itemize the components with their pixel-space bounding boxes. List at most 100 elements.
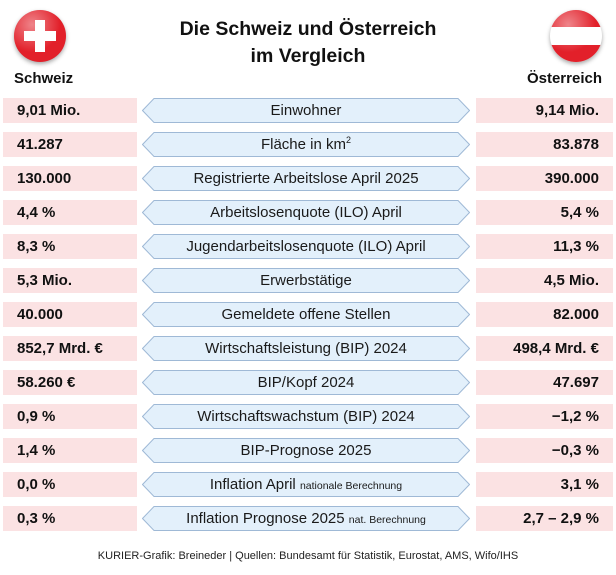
austria-stripe-top <box>550 10 602 27</box>
indicator-label-text: Wirtschaftswachstum (BIP) 2024 <box>197 408 415 425</box>
comparison-row: 5,3 Mio. Erwerbstätige 4,5 Mio. <box>0 268 616 293</box>
indicator-label-box: BIP/Kopf 2024 <box>142 370 470 395</box>
value-oesterreich: 390.000 <box>544 170 599 187</box>
indicator-label-box: Wirtschaftswachstum (BIP) 2024 <box>142 404 470 429</box>
value-cell-schweiz: 9,01 Mio. <box>3 98 137 123</box>
value-cell-schweiz: 852,7 Mrd. € <box>3 336 137 361</box>
comparison-row: 4,4 % Arbeitslosenquote (ILO) April 5,4 % <box>0 200 616 225</box>
austria-stripe-bottom <box>550 45 602 62</box>
title-line-1: Die Schweiz und Österreich <box>179 18 437 40</box>
title-line-2: im Vergleich <box>250 45 366 67</box>
value-schweiz: 41.287 <box>17 136 63 153</box>
indicator-label-text: Fläche in km <box>260 136 346 153</box>
value-cell-oesterreich: 9,14 Mio. <box>476 98 613 123</box>
austria-flag-icon <box>550 10 602 62</box>
value-schweiz: 40.000 <box>17 306 63 323</box>
country-label-left: Schweiz <box>14 70 74 87</box>
double-arrow-shape <box>142 132 470 157</box>
source-footer: KURIER-Grafik: Breineder | Quellen: Bund… <box>97 550 519 562</box>
indicator-label: Wirtschaftswachstum (BIP) 2024 <box>142 404 470 429</box>
indicator-label: Registrierte Arbeitslose April 2025 <box>142 166 470 191</box>
value-schweiz: 0,3 % <box>17 510 56 527</box>
value-oesterreich: 83.878 <box>553 136 599 153</box>
value-cell-schweiz: 58.260 € <box>3 370 137 395</box>
value-cell-oesterreich: 82.000 <box>476 302 613 327</box>
indicator-label-box: Jugendarbeitslosenquote (ILO) April <box>142 234 470 259</box>
value-schweiz: 1,4 % <box>17 442 56 459</box>
value-oesterreich: 11,3 % <box>553 238 599 255</box>
indicator-label-text: Wirtschaftsleistung (BIP) 2024 <box>205 340 407 357</box>
flag-shine <box>550 10 602 62</box>
indicator-label-text: Jugendarbeitslosenquote (ILO) April <box>186 238 426 255</box>
value-schweiz: 5,3 Mio. <box>17 272 73 289</box>
indicator-label: Arbeitslosenquote (ILO) April <box>142 200 470 225</box>
value-cell-oesterreich: 2,7 – 2,9 % <box>476 506 613 531</box>
double-arrow-shape <box>142 472 470 497</box>
indicator-label-box: Arbeitslosenquote (ILO) April <box>142 200 470 225</box>
value-oesterreich: −1,2 % <box>551 408 599 425</box>
double-arrow-shape <box>142 98 470 123</box>
double-arrow-shape <box>142 166 470 191</box>
value-schweiz: 8,3 % <box>17 238 56 255</box>
value-schweiz: 4,4 % <box>17 204 56 221</box>
value-oesterreich: 3,1 % <box>560 476 599 493</box>
double-arrow-shape <box>142 370 470 395</box>
indicator-label: Gemeldete offene Stellen <box>142 302 470 327</box>
value-cell-schweiz: 4,4 % <box>3 200 137 225</box>
comparison-row: 9,01 Mio. Einwohner 9,14 Mio. <box>0 98 616 123</box>
value-cell-oesterreich: 5,4 % <box>476 200 613 225</box>
page-title: Die Schweiz und Österreich im Vergleich <box>118 16 498 70</box>
value-cell-schweiz: 40.000 <box>3 302 137 327</box>
comparison-row: 1,4 % BIP-Prognose 2025 −0,3 % <box>0 438 616 463</box>
value-oesterreich: −0,3 % <box>551 442 599 459</box>
comparison-row: 58.260 € BIP/Kopf 2024 47.697 <box>0 370 616 395</box>
indicator-label: Inflation Prognose 2025 nat. Berechnung <box>142 506 470 531</box>
double-arrow-shape <box>142 336 470 361</box>
value-cell-oesterreich: 83.878 <box>476 132 613 157</box>
indicator-label-superscript: 2 <box>346 135 352 145</box>
value-cell-oesterreich: −0,3 % <box>476 438 613 463</box>
indicator-label: Einwohner <box>142 98 470 123</box>
flag-shine <box>14 10 66 62</box>
indicator-label-box: Registrierte Arbeitslose April 2025 <box>142 166 470 191</box>
indicator-label-note: nat. Berechnung <box>348 514 426 526</box>
value-cell-oesterreich: 11,3 % <box>476 234 613 259</box>
comparison-row: 852,7 Mrd. € Wirtschaftsleistung (BIP) 20… <box>0 336 616 361</box>
comparison-row: 0,3 % Inflation Prognose 2025 nat. Berech… <box>0 506 616 531</box>
indicator-label-box: Gemeldete offene Stellen <box>142 302 470 327</box>
swiss-cross-horizontal <box>24 31 56 41</box>
indicator-label-box: Inflation Prognose 2025 nat. Berechnung <box>142 506 470 531</box>
double-arrow-shape <box>142 268 470 293</box>
value-cell-schweiz: 0,0 % <box>3 472 137 497</box>
indicator-label-text: BIP-Prognose 2025 <box>240 442 372 459</box>
value-cell-schweiz: 41.287 <box>3 132 137 157</box>
indicator-label: Erwerbstätige <box>142 268 470 293</box>
double-arrow-shape <box>142 404 470 429</box>
indicator-label-text: Gemeldete offene Stellen <box>221 306 391 323</box>
indicator-label-box: Fläche in km2 <box>142 132 470 157</box>
indicator-label-text: Arbeitslosenquote (ILO) April <box>210 204 402 221</box>
comparison-row: 0,0 % Inflation April nationale Berechnun… <box>0 472 616 497</box>
value-oesterreich: 5,4 % <box>560 204 599 221</box>
comparison-row: 130.000 Registrierte Arbeitslose April 20… <box>0 166 616 191</box>
comparison-row: 8,3 % Jugendarbeitslosenquote (ILO) April… <box>0 234 616 259</box>
indicator-label-text: Erwerbstätige <box>260 272 352 289</box>
value-schweiz: 58.260 € <box>17 374 76 391</box>
value-cell-schweiz: 5,3 Mio. <box>3 268 137 293</box>
indicator-label-box: Wirtschaftsleistung (BIP) 2024 <box>142 336 470 361</box>
indicator-label-text: Registrierte Arbeitslose April 2025 <box>193 170 419 187</box>
indicator-label-box: Inflation April nationale Berechnung <box>142 472 470 497</box>
indicator-label: Inflation April nationale Berechnung <box>142 472 470 497</box>
country-label-right: Österreich <box>526 70 602 87</box>
value-schweiz: 0,9 % <box>17 408 56 425</box>
indicator-label-note: nationale Berechnung <box>299 480 403 492</box>
value-oesterreich: 47.697 <box>553 374 599 391</box>
value-cell-oesterreich: −1,2 % <box>476 404 613 429</box>
value-oesterreich: 2,7 – 2,9 % <box>523 510 599 527</box>
value-cell-oesterreich: 3,1 % <box>476 472 613 497</box>
indicator-label: BIP/Kopf 2024 <box>142 370 470 395</box>
value-schweiz: 9,01 Mio. <box>17 102 81 119</box>
header: Die Schweiz und Österreich im Vergleich … <box>0 0 616 96</box>
swiss-flag-icon <box>14 10 66 62</box>
value-cell-oesterreich: 47.697 <box>476 370 613 395</box>
